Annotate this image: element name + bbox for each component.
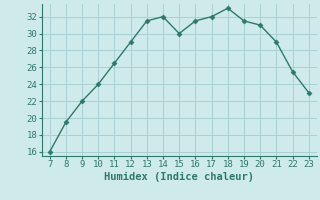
X-axis label: Humidex (Indice chaleur): Humidex (Indice chaleur)	[104, 172, 254, 182]
